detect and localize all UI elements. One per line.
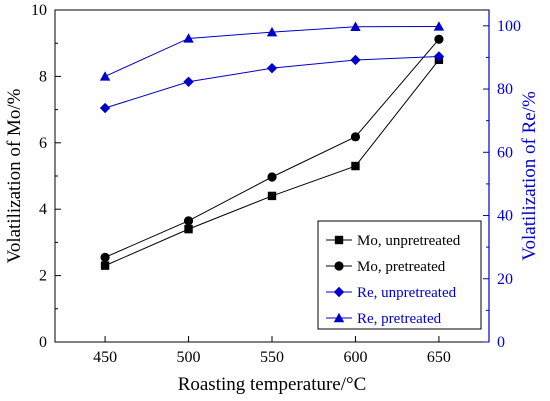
data-point xyxy=(183,216,194,226)
data-point xyxy=(184,224,193,234)
data-point xyxy=(99,102,111,114)
x-tick-label: 650 xyxy=(427,349,451,366)
legend-label: Mo, pretreated xyxy=(357,259,446,275)
data-point xyxy=(350,54,361,66)
legend-box xyxy=(317,220,482,330)
series-mo-pretreated xyxy=(100,34,444,262)
legend-label: Mo, unpretreated xyxy=(357,233,461,249)
legend-marker xyxy=(334,235,344,245)
legend-marker xyxy=(333,312,345,323)
y-right-tick-label: 60 xyxy=(497,144,513,161)
data-point xyxy=(183,76,194,87)
y-right-tick-label: 80 xyxy=(497,81,513,98)
y-left-tick-label: 2 xyxy=(39,268,47,285)
y-left-tick-label: 6 xyxy=(39,135,47,152)
y-right-tick-label: 40 xyxy=(497,208,513,225)
x-tick-label: 550 xyxy=(260,349,284,366)
data-point xyxy=(99,71,111,81)
x-tick-label: 500 xyxy=(177,349,201,366)
legend-marker xyxy=(333,286,345,298)
data-point xyxy=(100,261,110,270)
y-right-tick-label: 20 xyxy=(497,271,513,288)
data-point xyxy=(433,51,445,62)
y-right-tick-label: 100 xyxy=(497,18,521,35)
y-left-tick-label: 4 xyxy=(39,201,47,218)
x-tick-label: 450 xyxy=(93,349,117,366)
series-re-unpretreated xyxy=(99,51,445,114)
y-axis-right-label: Volatilization of Re/% xyxy=(519,91,540,261)
data-point xyxy=(267,191,277,201)
data-point xyxy=(267,172,277,182)
x-axis-label: Roasting temperature/°C xyxy=(178,374,367,395)
data-point xyxy=(351,161,360,171)
data-point xyxy=(350,21,361,31)
y-right-tick-label: 0 xyxy=(497,334,505,351)
data-point xyxy=(100,252,110,262)
y-axis-left-label: Volatilization of Mo/% xyxy=(4,88,25,263)
y-left-tick-label: 10 xyxy=(31,2,47,19)
legend-label: Re, unpretreated xyxy=(357,285,457,301)
legend-marker xyxy=(334,261,344,271)
legend: Mo, unpretreated Mo, pretreated Re, unpret… xyxy=(317,220,482,330)
data-point xyxy=(183,33,194,43)
data-point xyxy=(434,34,444,44)
x-tick-label: 600 xyxy=(343,349,367,366)
series-re-pretreated xyxy=(99,21,445,81)
data-point xyxy=(266,26,278,37)
y-left-tick-label: 8 xyxy=(39,68,47,85)
data-point xyxy=(266,62,278,74)
y-left-tick-label: 0 xyxy=(39,334,47,351)
legend-label: Re, pretreated xyxy=(357,311,442,327)
data-point xyxy=(350,132,361,142)
data-point xyxy=(433,21,445,31)
